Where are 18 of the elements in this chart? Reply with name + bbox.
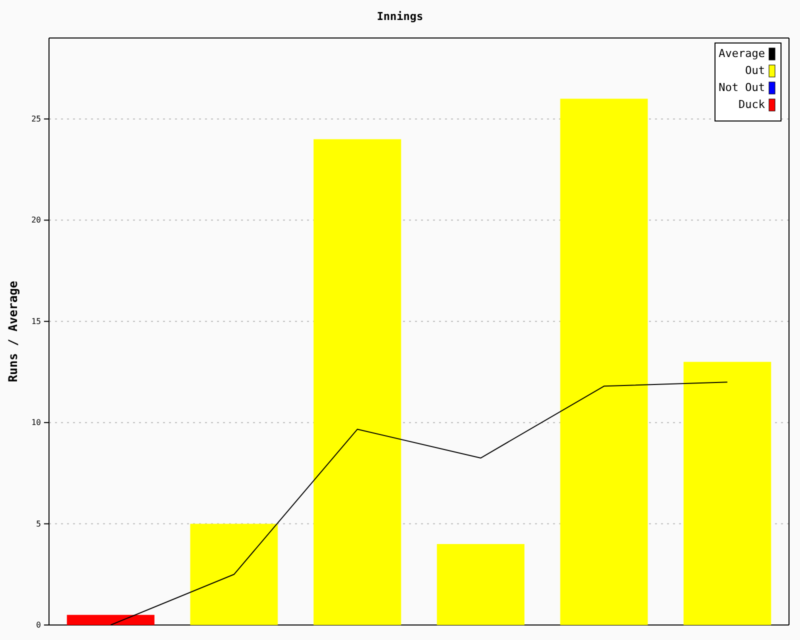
legend-label: Not Out [718, 81, 765, 94]
bar [314, 139, 402, 625]
y-tick-label: 10 [31, 418, 42, 428]
y-tick-label: 5 [36, 519, 42, 528]
legend-label: Average [718, 47, 765, 60]
legend-label: Duck [738, 98, 766, 111]
bar [190, 524, 278, 625]
y-tick-label: 25 [31, 114, 42, 124]
y-axis-title: Runs / Average [6, 280, 20, 382]
y-tick-label: 20 [31, 216, 42, 225]
y-tick-label: 15 [31, 316, 42, 326]
bar [560, 98, 648, 625]
y-tick-label: 0 [36, 620, 42, 630]
chart-title: Innings [376, 10, 424, 23]
bar [66, 614, 154, 625]
bar [684, 362, 772, 625]
bar [436, 544, 524, 625]
legend-label: Out [745, 64, 765, 77]
